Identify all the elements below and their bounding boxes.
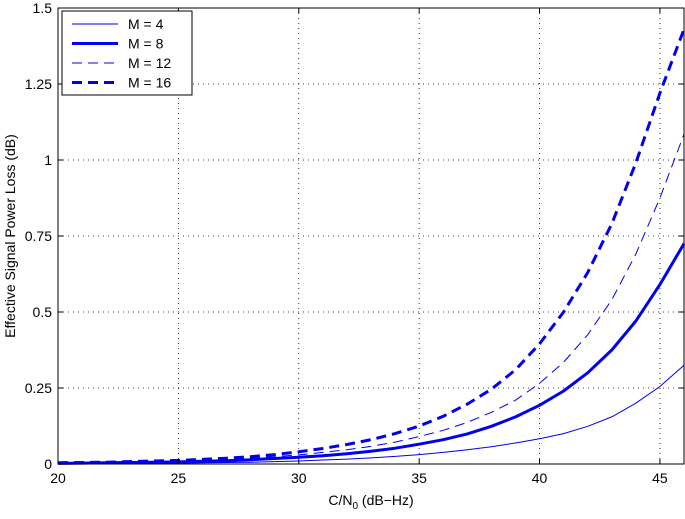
legend-label-1: M = 4 [128, 16, 164, 32]
legend-label-4: M = 16 [128, 75, 171, 91]
x-axis-label: C/N0 (dB−Hz) [328, 492, 413, 512]
x-tick-label: 45 [652, 470, 668, 486]
legend-label-2: M = 8 [128, 36, 164, 52]
x-axis-label-unit: (dB−Hz) [358, 492, 414, 508]
axis-label-layer: C/N0 (dB−Hz) Effective Signal Power Loss… [2, 134, 414, 512]
y-tick-label: 0.75 [25, 228, 52, 244]
legend-box [61, 10, 193, 96]
series-layer [57, 28, 685, 465]
y-tick-label: 1 [44, 152, 52, 168]
x-axis-label-main: C/N [328, 492, 352, 508]
x-tick-label: 20 [50, 470, 66, 486]
x-tick-label: 35 [411, 470, 427, 486]
y-tick-label: 0.5 [33, 304, 53, 320]
legend-label-3: M = 12 [128, 55, 171, 71]
x-axis-label-subscript: 0 [352, 501, 358, 512]
y-tick-label: 0 [44, 456, 52, 472]
series-line-4 [57, 28, 685, 465]
legend: M = 4 M = 8 M = 12 M = 16 [61, 10, 193, 96]
x-tick-label: 25 [171, 470, 187, 486]
y-tick-label: 0.25 [25, 380, 52, 396]
x-tick-label: 30 [291, 470, 307, 486]
y-tick-label: 1.5 [33, 0, 53, 16]
y-tick-label: 1.25 [25, 76, 52, 92]
tick-layer: 20 25 30 35 40 45 0 0.25 0.5 0.75 1 1.25 1.5 [25, 0, 684, 486]
x-tick-label: 40 [532, 470, 548, 486]
y-axis-label: Effective Signal Power Loss (dB) [2, 134, 18, 338]
